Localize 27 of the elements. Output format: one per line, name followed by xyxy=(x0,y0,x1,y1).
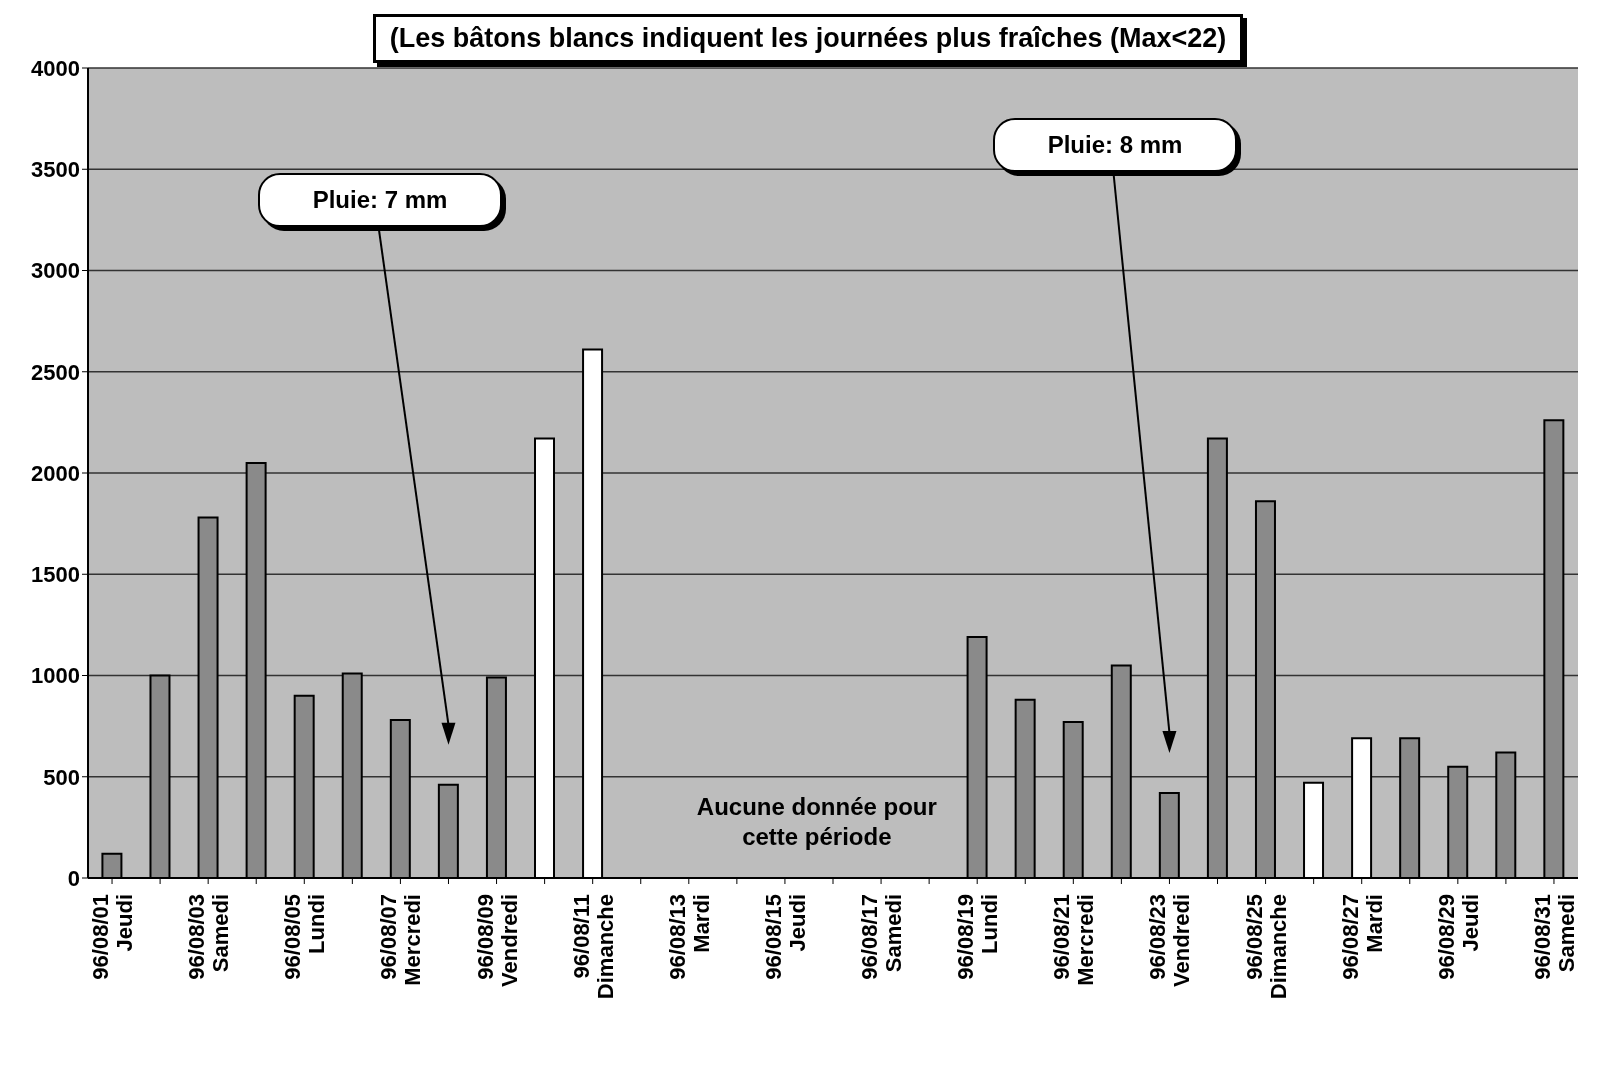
y-tick-label: 1000 xyxy=(31,663,80,689)
y-tick-label: 2000 xyxy=(31,460,80,486)
x-tick-label: 96/08/03 Samedi xyxy=(184,894,234,980)
chart-title: (Les bâtons blancs indiquent les journées plus fraîches (Max<22) xyxy=(372,14,1244,63)
y-tick-label: 3000 xyxy=(31,258,80,284)
x-tick-label: 96/08/21 Mercredi xyxy=(1049,894,1099,986)
x-tick-label: 96/08/17 Samedi xyxy=(857,894,907,980)
x-tick-label: 96/08/27 Mardi xyxy=(1337,894,1387,980)
x-tick-label: 96/08/25 Dimanche xyxy=(1241,894,1291,1000)
x-tick-label: 96/08/19 Lundi xyxy=(953,894,1003,980)
x-tick-label: 96/08/29 Jeudi xyxy=(1433,894,1483,980)
x-tick-label: 96/08/01 Jeudi xyxy=(88,894,138,980)
x-tick-label: 96/08/05 Lundi xyxy=(280,894,330,980)
y-tick-label: 0 xyxy=(67,865,80,891)
annotation: Aucune donnée pour cette période xyxy=(696,791,937,852)
x-tick-label: 96/08/31 Samedi xyxy=(1529,894,1579,980)
x-tick-label: 96/08/13 Mardi xyxy=(664,894,714,980)
x-tick-label: 96/08/07 Mercredi xyxy=(376,894,426,986)
y-tick-label: 1500 xyxy=(31,562,80,588)
y-tick-label: 500 xyxy=(43,764,80,790)
y-tick-label: 4000 xyxy=(31,55,80,81)
y-tick-label: 3500 xyxy=(31,157,80,183)
x-tick-label: 96/08/11 Dimanche xyxy=(568,894,618,1000)
x-tick-label: 96/08/15 Jeudi xyxy=(760,894,810,980)
x-tick-label: 96/08/23 Vendredi xyxy=(1145,894,1195,987)
y-tick-label: 2500 xyxy=(31,359,80,385)
x-tick-label: 96/08/09 Vendredi xyxy=(472,894,522,987)
